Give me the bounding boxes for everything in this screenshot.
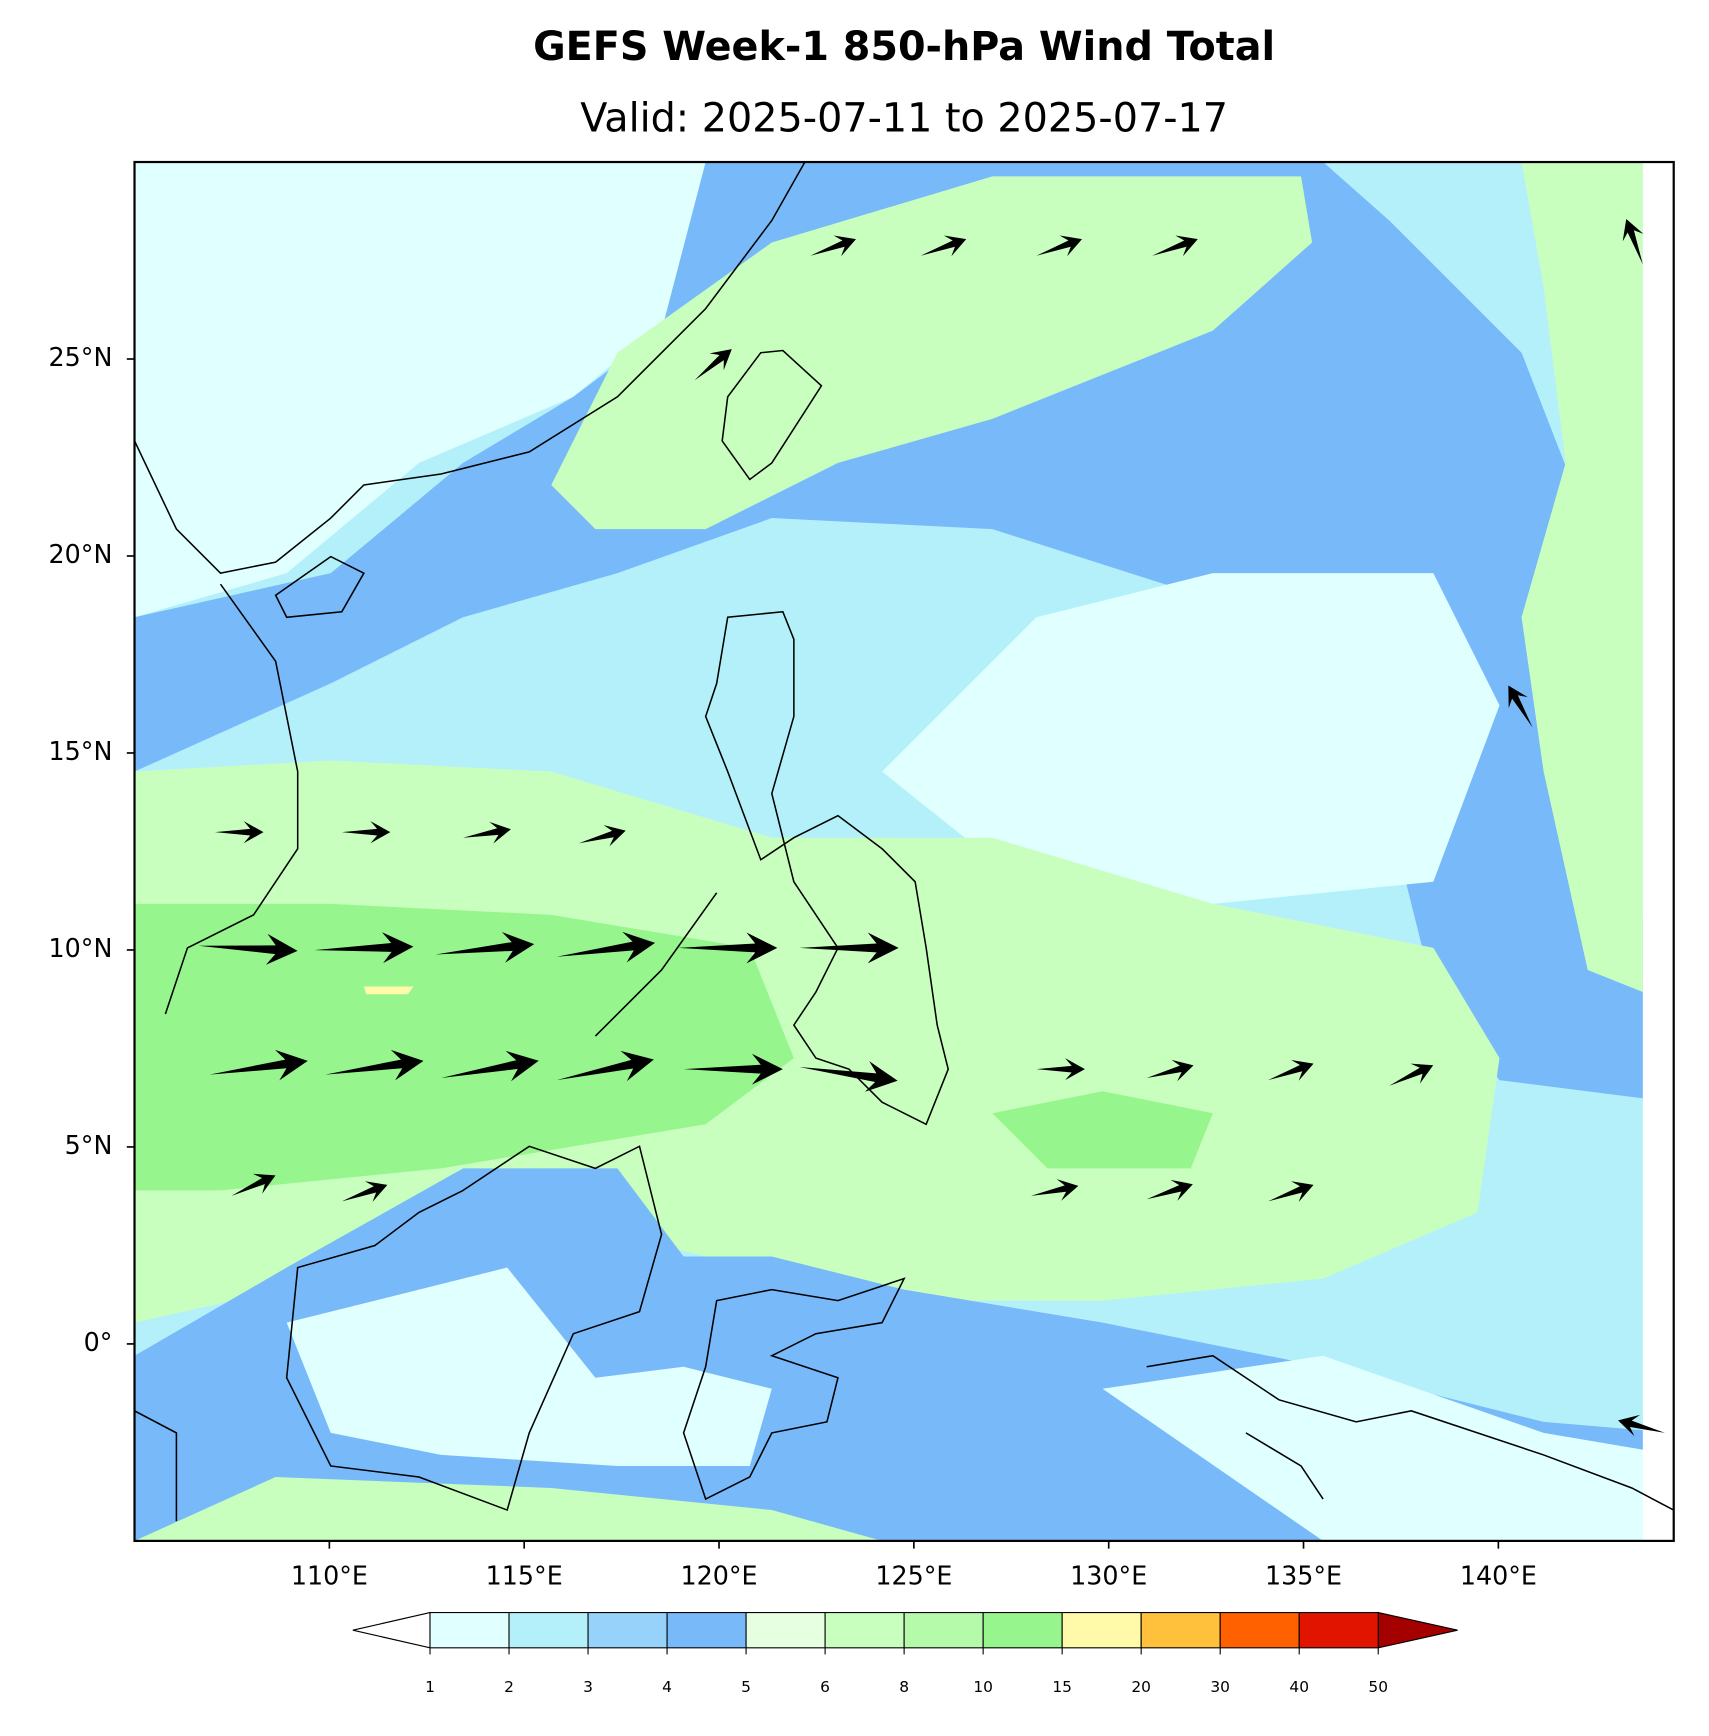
y-tick-label: 20°N	[49, 539, 113, 569]
x-tick-label: 125°E	[875, 1560, 952, 1590]
map-frame	[133, 160, 1675, 1543]
coast-borneo	[285, 1145, 663, 1512]
colorbar-tick-label: 6	[820, 1678, 830, 1696]
colorbar-bin	[903, 1612, 984, 1649]
title: GEFS Week-1 850-hPa Wind Total	[533, 24, 1275, 70]
colorbar-bin	[1140, 1612, 1221, 1649]
colorbar-bin	[429, 1612, 510, 1649]
coast-vietnam	[164, 583, 299, 1015]
colorbar-bin	[587, 1612, 668, 1649]
y-tick-label: 15°N	[49, 736, 113, 766]
x-tick-label: 135°E	[1265, 1560, 1342, 1590]
colorbar-tick-label: 20	[1131, 1678, 1151, 1696]
colorbar-under	[352, 1611, 431, 1649]
x-tick-label: 120°E	[680, 1560, 757, 1590]
field-core-green-west	[134, 903, 794, 1191]
coast-new-guinea	[1146, 1354, 1674, 1511]
field-band-green-north	[551, 176, 1313, 530]
y-tick-label: 5°N	[65, 1130, 113, 1160]
field-band-green-east	[1521, 162, 1643, 992]
colorbar-bin	[982, 1612, 1063, 1649]
field-missing-east	[1642, 162, 1674, 1541]
colorbar-tick-label: 15	[1052, 1678, 1072, 1696]
field-band-blue	[134, 162, 1674, 1103]
axes: 110°E 115°E 120°E 125°E 130°E 135°E 140°E 0° 5°N…	[49, 342, 1537, 1590]
field-max	[363, 986, 414, 995]
colorbar-tick-label: 5	[741, 1678, 751, 1696]
colorbar-bin	[824, 1612, 905, 1649]
coast-china	[134, 162, 806, 574]
map-field	[134, 162, 1674, 1541]
y-tick-label: 0°	[84, 1327, 113, 1357]
colorbar-bin	[1219, 1612, 1300, 1649]
field-calm-east	[882, 573, 1500, 904]
colorbar-tick-label: 2	[504, 1678, 514, 1696]
field-calm-png	[1102, 1355, 1674, 1541]
colorbar-over	[1377, 1611, 1458, 1649]
colorbar-bin	[1061, 1612, 1142, 1649]
y-tick-label: 25°N	[49, 342, 113, 372]
colorbar-tick-label: 8	[899, 1678, 909, 1696]
field-calm-borneo	[286, 1267, 772, 1466]
colorbar-tick-label: 40	[1289, 1678, 1309, 1696]
colorbar-bin	[1298, 1612, 1379, 1649]
coast-taiwan	[721, 349, 823, 481]
colorbar-bin	[745, 1612, 826, 1649]
coast-sumatra	[134, 1410, 178, 1522]
colorbar-bin	[666, 1612, 747, 1649]
colorbar: 1 2 3 4 5 6 8 10 15 20 30 40 50	[352, 1611, 1458, 1696]
colorbar-tick-label: 3	[583, 1678, 593, 1696]
x-tick-label: 110°E	[291, 1560, 368, 1590]
subtitle: Valid: 2025-07-11 to 2025-07-17	[580, 96, 1228, 142]
coast-sulawesi	[682, 1277, 906, 1501]
coast-hainan	[274, 555, 365, 619]
colorbar-tick-label: 10	[973, 1678, 993, 1696]
x-tick-label: 130°E	[1070, 1560, 1147, 1590]
x-tick-label: 140°E	[1460, 1560, 1537, 1590]
colorbar-tick-label: 1	[425, 1678, 435, 1696]
field-core-green-east	[992, 1091, 1213, 1169]
colorbar-tick-label: 50	[1368, 1678, 1388, 1696]
coast-philippines	[704, 610, 950, 1126]
colorbar-bin	[508, 1612, 589, 1649]
field-calm-nw	[134, 162, 794, 618]
coast-palawan	[594, 892, 718, 1037]
y-tick-label: 10°N	[49, 933, 113, 963]
x-tick-label: 115°E	[486, 1560, 563, 1590]
coastlines	[134, 162, 1674, 1522]
colorbar-tick-label: 30	[1210, 1678, 1230, 1696]
colorbar-tick-label: 4	[662, 1678, 672, 1696]
